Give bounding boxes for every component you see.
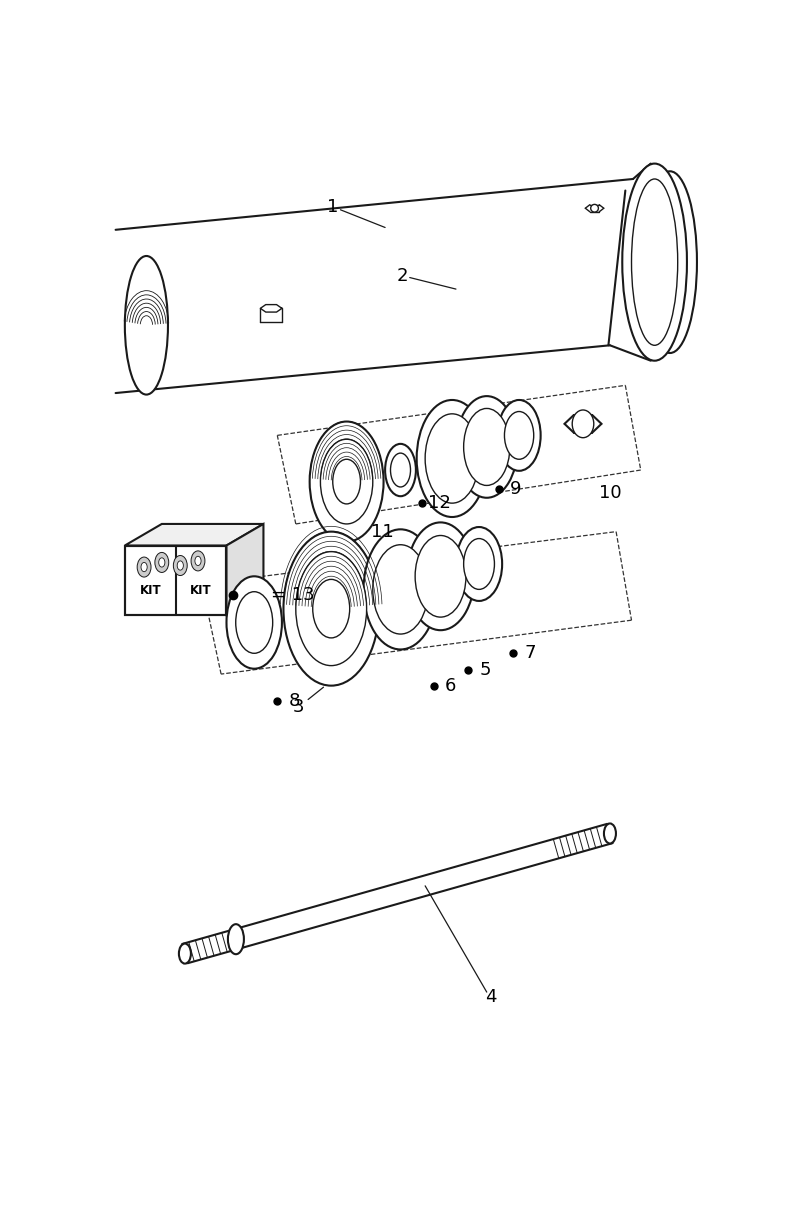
Ellipse shape [137,557,151,577]
Ellipse shape [179,943,191,964]
Ellipse shape [310,422,384,541]
Polygon shape [124,545,227,615]
Ellipse shape [572,409,594,437]
Ellipse shape [464,539,495,589]
Text: 9: 9 [510,479,522,497]
Ellipse shape [417,400,488,517]
Text: 3: 3 [293,698,305,716]
Polygon shape [227,524,263,615]
Ellipse shape [591,204,598,213]
Ellipse shape [407,522,475,631]
Text: 6: 6 [444,677,456,694]
Text: 1: 1 [327,198,338,216]
Ellipse shape [296,551,366,666]
Text: KIT: KIT [190,584,212,598]
Ellipse shape [390,453,410,488]
Text: KIT: KIT [140,584,161,598]
Ellipse shape [159,557,165,567]
Ellipse shape [643,171,697,353]
Text: 10: 10 [598,484,622,502]
Ellipse shape [227,577,282,668]
Ellipse shape [173,556,188,576]
Ellipse shape [283,532,379,686]
Ellipse shape [456,396,518,497]
Ellipse shape [313,579,350,638]
Ellipse shape [177,561,184,571]
Ellipse shape [604,824,616,843]
Ellipse shape [415,535,466,617]
Ellipse shape [141,562,147,572]
Polygon shape [124,524,263,545]
Ellipse shape [364,529,437,649]
Ellipse shape [124,255,168,395]
Ellipse shape [425,414,479,503]
Text: 11: 11 [371,523,394,540]
Text: 4: 4 [485,989,496,1007]
Ellipse shape [333,459,361,503]
Ellipse shape [191,551,205,571]
Text: 2: 2 [397,266,408,285]
Ellipse shape [622,164,687,360]
Ellipse shape [464,408,510,485]
Ellipse shape [373,545,429,634]
Ellipse shape [195,556,201,566]
Text: = 13: = 13 [271,585,314,604]
Text: 12: 12 [428,494,450,512]
Ellipse shape [155,552,168,572]
Ellipse shape [497,400,541,470]
Ellipse shape [504,412,534,459]
Ellipse shape [456,527,502,601]
Text: 8: 8 [289,692,300,710]
Ellipse shape [321,439,373,524]
Ellipse shape [631,178,678,346]
Ellipse shape [235,591,273,654]
Ellipse shape [385,444,416,496]
Ellipse shape [228,924,244,954]
Text: 5: 5 [480,661,491,679]
Text: 7: 7 [524,644,535,662]
